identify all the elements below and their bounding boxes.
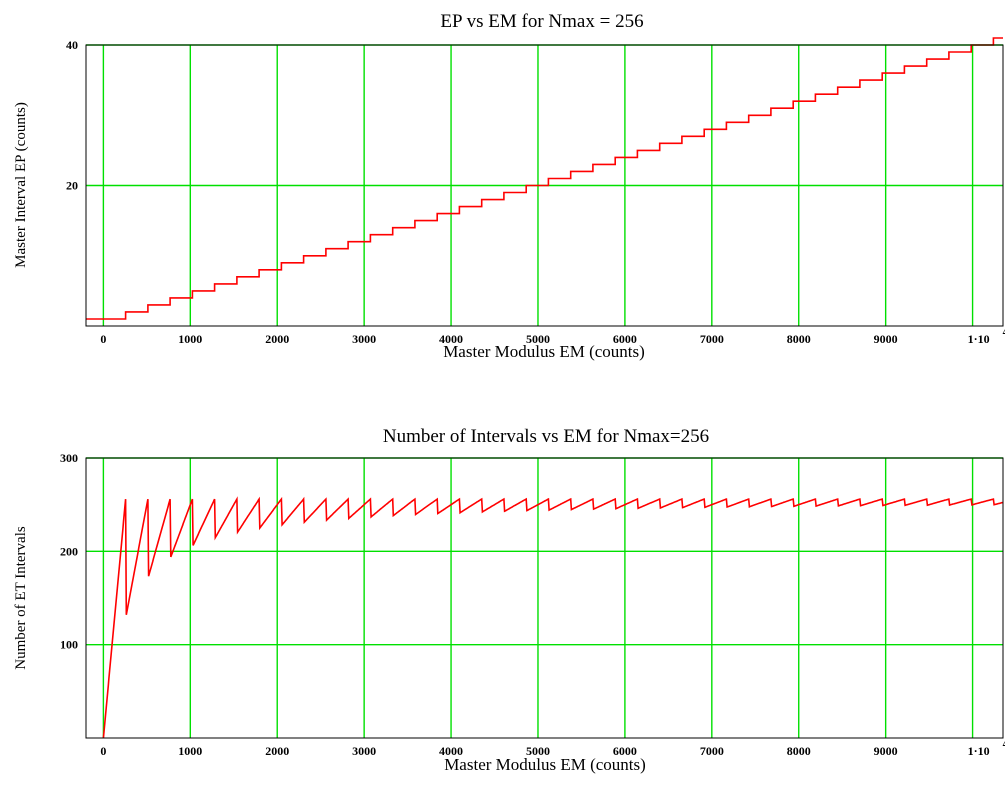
x-tick-label: 3000: [352, 332, 376, 346]
chart-title: Number of Intervals vs EM for Nmax=256: [383, 426, 709, 447]
chart-title: EP vs EM for Nmax = 256: [440, 11, 643, 32]
y-tick-label: 20: [66, 179, 78, 193]
x-tick-label: 3000: [352, 744, 376, 758]
series-line-intervals: [102, 496, 1003, 739]
y-tick-label: 300: [60, 451, 78, 465]
x-tick-label: 9000: [874, 332, 898, 346]
x-tick-label: 9000: [874, 744, 898, 758]
chart-intervals-vs-em: Number of Intervals vs EM for Nmax=256 0…: [13, 426, 1005, 774]
x-tick-label: 2000: [265, 332, 289, 346]
x-tick-label: 8000: [787, 332, 811, 346]
x-tick-label: 8000: [787, 744, 811, 758]
x-tick-labels: 0 1000 2000 3000 4000 5000 6000 7000 8000 9000 1·1…: [100, 739, 1005, 758]
x-tick-label: 6000: [613, 332, 637, 346]
x-tick-label: 4000: [439, 744, 463, 758]
x-tick-labels: 0 1000 2000 3000 4000 5000 6000 7000 8000 9000 1·1…: [100, 327, 1005, 346]
x-axis-label: Master Modulus EM (counts): [444, 755, 646, 774]
x-tick-label: 7000: [700, 332, 724, 346]
y-tick-label: 40: [66, 38, 78, 52]
series-line-ep: [86, 37, 1003, 320]
y-axis-label: Master Interval EP (counts): [13, 102, 29, 268]
x-tick-label: 5000: [526, 332, 550, 346]
x-tick-label: 1000: [178, 744, 202, 758]
y-tick-labels: 100 200 300: [60, 451, 78, 652]
y-tick-label: 200: [60, 544, 78, 558]
x-tick-label: 5000: [526, 744, 550, 758]
x-tick-label: 4000: [439, 332, 463, 346]
y-tick-label: 100: [60, 638, 78, 652]
chart-ep-vs-em: EP vs EM for Nmax = 256 0 1000 2000 3000 400…: [13, 11, 1005, 361]
x-axis-label: Master Modulus EM (counts): [443, 342, 645, 361]
grid-lines: [86, 457, 1003, 738]
x-tick-label: 1·10: [968, 744, 990, 758]
x-tick-label: 2000: [265, 744, 289, 758]
x-tick-label: 1·10: [968, 332, 990, 346]
x-tick-label: 6000: [613, 744, 637, 758]
x-tick-exponent: 4: [1003, 327, 1005, 337]
x-tick-label: 0: [100, 332, 106, 346]
plot-frame: [85, 44, 1004, 327]
x-tick-label: 1000: [178, 332, 202, 346]
x-tick-exponent: 4: [1003, 739, 1005, 749]
plot-frame: [85, 457, 1004, 739]
x-tick-label: 7000: [700, 744, 724, 758]
y-axis-label: Number of ET Intervals: [13, 526, 29, 670]
x-tick-label: 0: [100, 744, 106, 758]
